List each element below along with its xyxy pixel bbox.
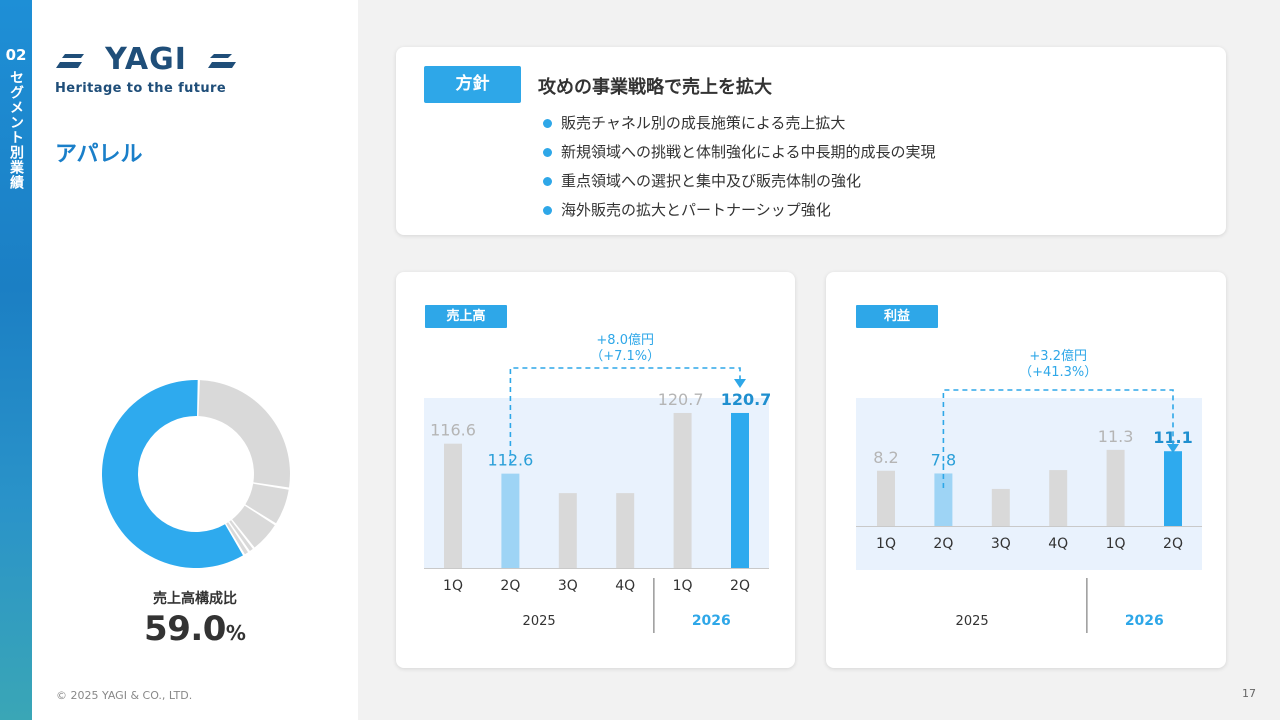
x-tick-label: 2Q bbox=[730, 578, 750, 594]
comparison-percent: （+7.1%） bbox=[590, 349, 660, 364]
donut-slice-apparel bbox=[101, 380, 243, 569]
comparison-bracket bbox=[509, 367, 741, 464]
donut-slice-other bbox=[229, 520, 253, 552]
section-strip: 02 セグメント別業績 bbox=[0, 0, 32, 720]
bar bbox=[1106, 449, 1125, 526]
section-number: 02 bbox=[5, 46, 27, 64]
tagline: Heritage to the future bbox=[55, 81, 227, 96]
composition-value: 59.0% bbox=[32, 609, 358, 649]
x-tick-label: 4Q bbox=[1048, 536, 1068, 552]
bar bbox=[991, 488, 1010, 526]
bar bbox=[558, 493, 577, 568]
year-group-label: 2025 bbox=[956, 614, 989, 629]
policy-item: 海外販売の拡大とパートナーシップ強化 bbox=[542, 200, 936, 229]
data-label: 120.7 bbox=[658, 390, 704, 409]
policy-heading: 攻めの事業戦略で売上を拡大 bbox=[538, 77, 772, 98]
policy-item: 重点領域への選択と集中及び販売体制の強化 bbox=[542, 171, 936, 200]
comparison-bracket bbox=[942, 389, 1174, 488]
logo-text: YAGI bbox=[104, 42, 187, 74]
profit-chart-card: 利益 8.2 1Q 7.8 2Q 3Q 4Q 11.3 1Q 11.1 2Q 2025 2026 +3.… bbox=[826, 272, 1226, 668]
bar bbox=[616, 493, 635, 568]
donut-slice-other bbox=[198, 380, 290, 488]
bar bbox=[877, 470, 895, 526]
bar bbox=[673, 412, 692, 568]
composition-number: 59.0 bbox=[144, 609, 226, 649]
comparison-amount: +3.2億円 bbox=[1029, 348, 1087, 364]
x-tick-label: 1Q bbox=[443, 578, 463, 594]
x-tick-label: 1Q bbox=[876, 536, 896, 552]
policy-list: 販売チャネル別の成長施策による売上拡大 新規領域への挑戦と体制強化による中長期的… bbox=[542, 113, 936, 229]
bar bbox=[1049, 470, 1068, 526]
year-group-label: 2025 bbox=[523, 614, 556, 629]
bar bbox=[1164, 451, 1182, 526]
year-group-label: 2026 bbox=[1125, 613, 1164, 629]
x-tick-label: 1Q bbox=[673, 578, 693, 594]
x-tick-label: 4Q bbox=[615, 578, 635, 594]
x-tick-label: 2Q bbox=[933, 536, 953, 552]
policy-badge: 方針 bbox=[424, 66, 521, 103]
comparison-arrowhead bbox=[734, 379, 746, 388]
composition-label: 売上高構成比 bbox=[153, 591, 237, 607]
policy-item: 新規領域への挑戦と体制強化による中長期的成長の実現 bbox=[542, 142, 936, 171]
comparison-amount: +8.0億円 bbox=[596, 332, 654, 348]
data-label: 116.6 bbox=[430, 421, 476, 440]
data-label: 8.2 bbox=[873, 448, 898, 467]
donut-slice-other bbox=[232, 505, 275, 548]
page-title: アパレル bbox=[55, 142, 143, 167]
page-number: 17 bbox=[1242, 687, 1256, 700]
yagi-logo: YAGI bbox=[56, 42, 236, 74]
bar bbox=[934, 473, 953, 526]
data-label: 11.3 bbox=[1098, 427, 1134, 446]
section-vertical-label: セグメント別業績 bbox=[8, 70, 24, 190]
plot-background bbox=[424, 398, 769, 568]
x-tick-label: 1Q bbox=[1106, 536, 1126, 552]
composition-donut bbox=[101, 380, 290, 569]
bar bbox=[444, 443, 462, 568]
comparison-percent: （+41.3%） bbox=[1019, 365, 1097, 380]
sales-badge: 売上高 bbox=[425, 305, 507, 328]
x-tick-label: 2Q bbox=[1163, 536, 1183, 552]
sales-chart-card: 売上高 116.6 1Q 112.6 2Q 3Q 4Q 120.7 1Q 120.7 2Q 2025… bbox=[396, 272, 795, 668]
profit-badge: 利益 bbox=[856, 305, 938, 328]
composition-unit: % bbox=[225, 621, 246, 645]
year-group-label: 2026 bbox=[692, 613, 731, 629]
left-panel: YAGI Heritage to the future アパレル 売上高構成比 … bbox=[32, 0, 358, 720]
bar bbox=[501, 473, 520, 568]
bar bbox=[731, 412, 749, 568]
donut-slice-other bbox=[226, 522, 249, 555]
policy-item: 販売チャネル別の成長施策による売上拡大 bbox=[542, 113, 936, 142]
policy-card: 方針 攻めの事業戦略で売上を拡大 販売チャネル別の成長施策による売上拡大 新規領… bbox=[396, 47, 1226, 235]
copyright: © 2025 YAGI & CO., LTD. bbox=[56, 689, 193, 702]
x-tick-label: 3Q bbox=[991, 536, 1011, 552]
donut-slice-other bbox=[245, 483, 289, 524]
data-label: 11.1 bbox=[1153, 428, 1192, 447]
comparison-arrowhead bbox=[1167, 444, 1179, 453]
data-label: 120.7 bbox=[721, 390, 772, 409]
x-tick-label: 3Q bbox=[558, 578, 578, 594]
plot-background bbox=[856, 398, 1202, 570]
x-tick-label: 2Q bbox=[500, 578, 520, 594]
